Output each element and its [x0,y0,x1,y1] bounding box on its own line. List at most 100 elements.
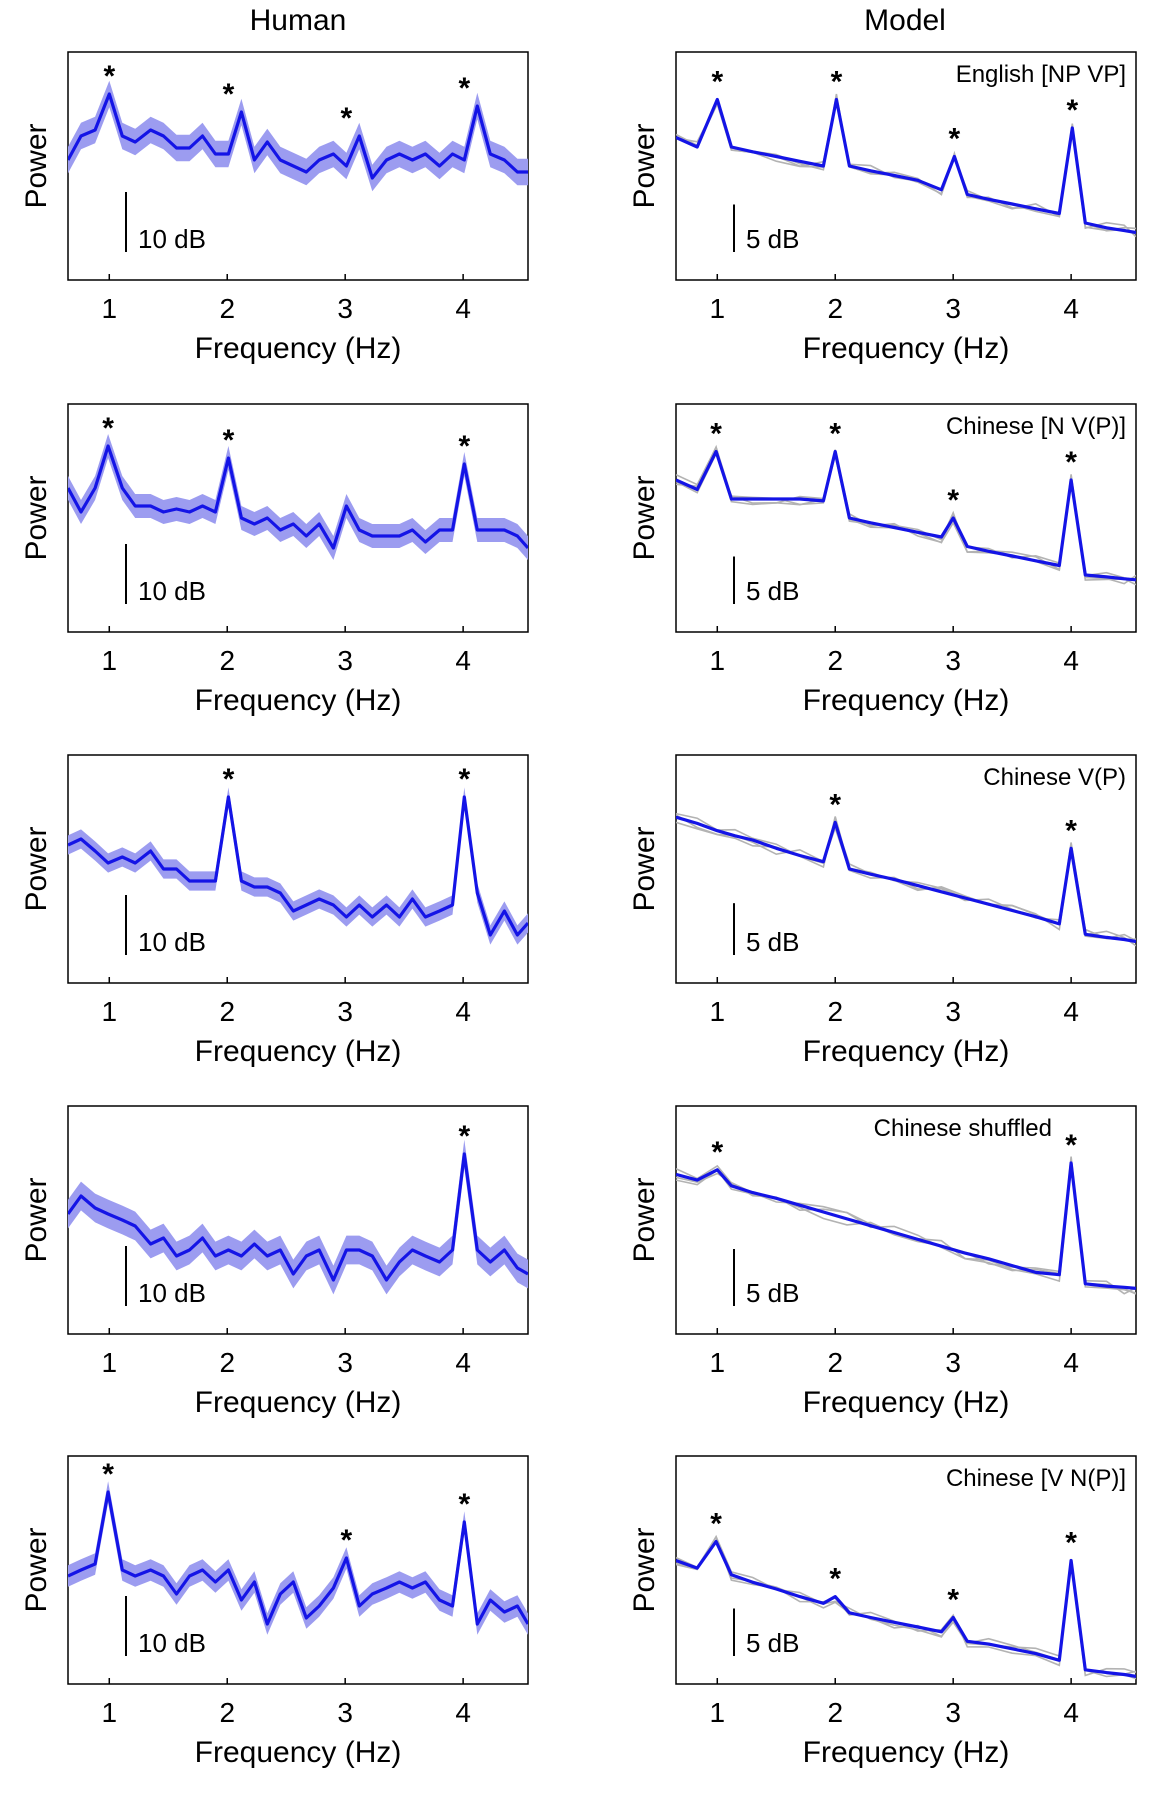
series-line [676,1539,1136,1678]
plot-area [676,93,1136,238]
chart-panel-human-4: 1 2 3 4 Frequency (Hz) Power * 10 dB [20,1105,529,1419]
error-band [68,787,528,945]
x-tick-label: 3 [337,1697,353,1728]
column-title-human: Human [250,4,347,37]
y-axis-label: Power [628,1527,661,1612]
error-band [68,434,528,560]
y-axis-label: Power [20,123,53,208]
chart-panel-model-1: 1 2 3 4 Frequency (Hz) Power English [NP VP] * *… [628,51,1137,365]
significance-star: * [458,72,470,105]
chart-panel-model-3: 1 2 3 4 Frequency (Hz) Power Chinese V(P) * * 5 d… [628,754,1137,1068]
x-tick-label: 1 [101,996,117,1027]
x-tick-label: 4 [455,1697,471,1728]
scale-bar-label: 10 dB [138,927,206,957]
significance-star: * [831,66,843,99]
significance-star: * [223,424,235,457]
condition-label: Chinese [N V(P)] [946,413,1126,440]
plot-area [676,444,1136,586]
x-tick-label: 3 [945,1347,961,1378]
x-tick-label: 1 [101,645,117,676]
significance-star: * [711,1136,723,1169]
x-tick-label: 3 [337,1347,353,1378]
x-axis-label: Frequency (Hz) [803,684,1010,717]
panel-grid: 1 2 3 4 Frequency (Hz) Power * * * * 10 dB 1 2 3 4 Freq… [20,51,1137,1769]
scale-bar-label: 5 dB [746,1278,800,1308]
y-axis-label: Power [628,475,661,560]
x-axis-label: Frequency (Hz) [803,332,1010,365]
y-axis-label: Power [20,1527,53,1612]
significance-star: * [829,788,841,821]
scale-bar-label: 5 dB [746,1628,800,1658]
x-tick-label: 1 [101,1347,117,1378]
plot-area [68,1481,528,1635]
x-tick-label: 1 [709,293,725,324]
column-title-model: Model [864,4,946,37]
series-line [676,449,1136,582]
series-line [68,1490,528,1626]
plot-area [676,1534,1136,1680]
chart-panel-human-1: 1 2 3 4 Frequency (Hz) Power * * * * 10 dB [20,51,529,365]
significance-star: * [341,102,353,135]
significance-star: * [1065,1129,1077,1162]
x-tick-label: 1 [709,1347,725,1378]
significance-star: * [458,763,470,796]
significance-star: * [711,66,723,99]
scale-bar-label: 5 dB [746,927,800,957]
x-tick-label: 2 [219,996,235,1027]
significance-star: * [710,418,722,451]
x-tick-label: 4 [455,293,471,324]
x-tick-label: 4 [1063,996,1079,1027]
series-line [68,444,528,550]
significance-star: * [1066,94,1078,127]
scale-bar-label: 10 dB [138,1278,206,1308]
x-tick-label: 4 [1063,1347,1079,1378]
x-tick-label: 4 [455,1347,471,1378]
condition-label: Chinese [V N(P)] [946,1465,1126,1492]
chart-panel-human-5: 1 2 3 4 Frequency (Hz) Power * * * 10 dB [20,1455,529,1769]
x-tick-label: 2 [827,1347,843,1378]
significance-star: * [829,418,841,451]
x-tick-label: 3 [945,996,961,1027]
x-tick-label: 3 [945,293,961,324]
series-line [676,1161,1136,1290]
y-axis-label: Power [628,1177,661,1262]
error-band [68,1139,528,1295]
chart-panel-human-2: 1 2 3 4 Frequency (Hz) Power * * * 10 dB [20,403,529,717]
x-tick-label: 1 [709,996,725,1027]
scale-bar-label: 10 dB [138,1628,206,1658]
significance-star: * [947,484,959,517]
x-tick-label: 1 [101,293,117,324]
plot-area [68,787,528,945]
chart-panel-model-5: 1 2 3 4 Frequency (Hz) Power Chinese [V N(P)] *… [628,1455,1137,1769]
y-axis-label: Power [628,123,661,208]
scale-bar-label: 10 dB [138,576,206,606]
plot-frame [675,1455,1137,1685]
x-axis-label: Frequency (Hz) [803,1736,1010,1769]
x-tick-label: 3 [337,996,353,1027]
significance-star: * [102,412,114,445]
x-tick-label: 3 [945,1697,961,1728]
significance-star: * [949,123,961,156]
x-tick-label: 4 [1063,1697,1079,1728]
x-tick-label: 2 [827,645,843,676]
plot-area [676,812,1136,947]
y-axis-label: Power [20,475,53,560]
significance-star: * [458,430,470,463]
x-tick-label: 2 [827,1697,843,1728]
significance-star: * [1065,446,1077,479]
chart-panel-human-3: 1 2 3 4 Frequency (Hz) Power * * 10 dB [20,754,529,1068]
y-axis-label: Power [628,826,661,911]
scale-bar-label: 5 dB [746,576,800,606]
individual-trace [676,1156,1136,1294]
series-line [676,97,1136,235]
significance-star: * [947,1584,959,1617]
plot-area [68,80,528,192]
plot-frame [675,403,1137,633]
y-axis-label: Power [20,1177,53,1262]
significance-star: * [1065,1527,1077,1560]
x-axis-label: Frequency (Hz) [195,684,402,717]
x-tick-label: 4 [455,645,471,676]
plot-frame [675,1105,1137,1335]
condition-label: Chinese shuffled [874,1115,1052,1142]
